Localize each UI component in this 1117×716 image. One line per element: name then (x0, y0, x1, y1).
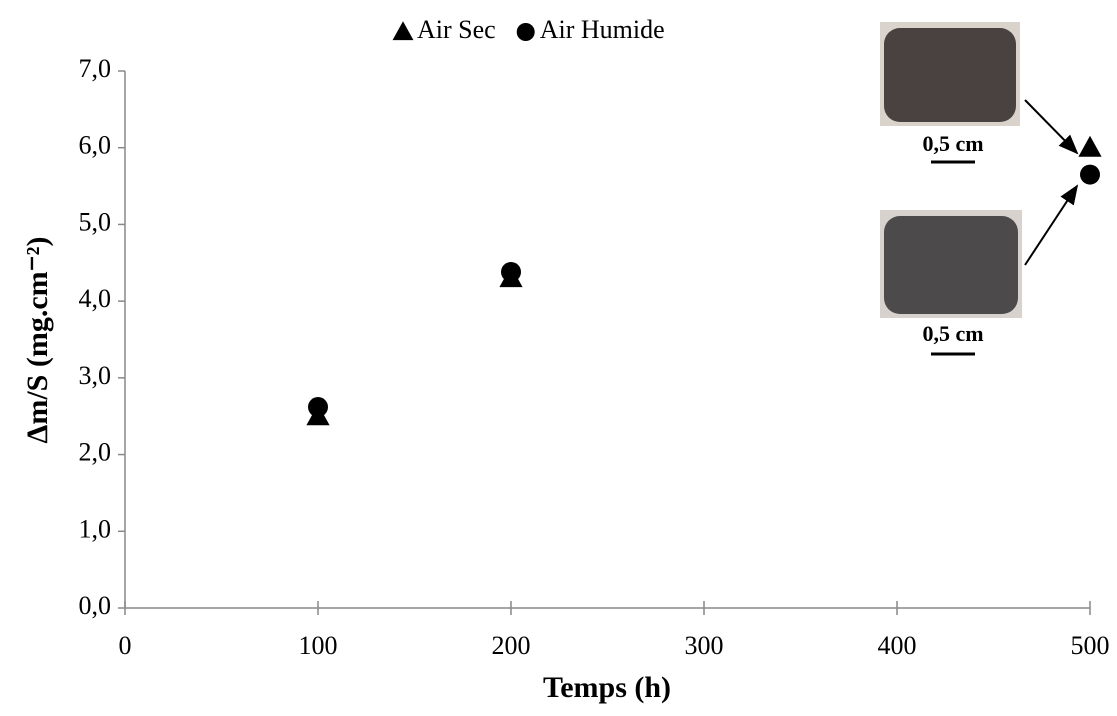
y-tick-label: 5,0 (79, 207, 112, 236)
y-tick-label: 0,0 (79, 591, 112, 620)
x-tick-label: 100 (299, 631, 338, 660)
x-tick-label: 500 (1071, 631, 1110, 660)
arrow (1024, 99, 1079, 155)
data-point (1080, 164, 1100, 185)
data-point (308, 397, 328, 418)
scale-label: 0,5 cm (922, 131, 983, 156)
y-tick-label: 1,0 (79, 514, 112, 543)
x-tick-label: 0 (119, 631, 132, 660)
x-tick-label: 200 (492, 631, 531, 660)
legend-marker (392, 21, 414, 41)
x-tick-label: 300 (685, 631, 724, 660)
scale-label: 0,5 cm (922, 321, 983, 346)
arrow (1024, 184, 1079, 266)
photo-humid (880, 210, 1022, 318)
y-tick-label: 3,0 (79, 361, 112, 390)
x-tick-label: 400 (878, 631, 917, 660)
y-tick-label: 2,0 (79, 438, 112, 467)
legend-label: Air Humide (540, 15, 665, 44)
legend-label: Air Sec (417, 15, 496, 44)
y-tick-label: 4,0 (79, 284, 112, 313)
data-point (501, 261, 521, 282)
legend-marker (516, 23, 535, 41)
y-axis-title: Δm/S (mg.cm⁻²) (21, 237, 54, 444)
photo-dry (880, 22, 1020, 126)
y-tick-label: 7,0 (79, 54, 112, 83)
y-tick-label: 6,0 (79, 131, 112, 160)
data-point (1078, 135, 1102, 157)
x-axis-title: Temps (h) (543, 671, 671, 704)
